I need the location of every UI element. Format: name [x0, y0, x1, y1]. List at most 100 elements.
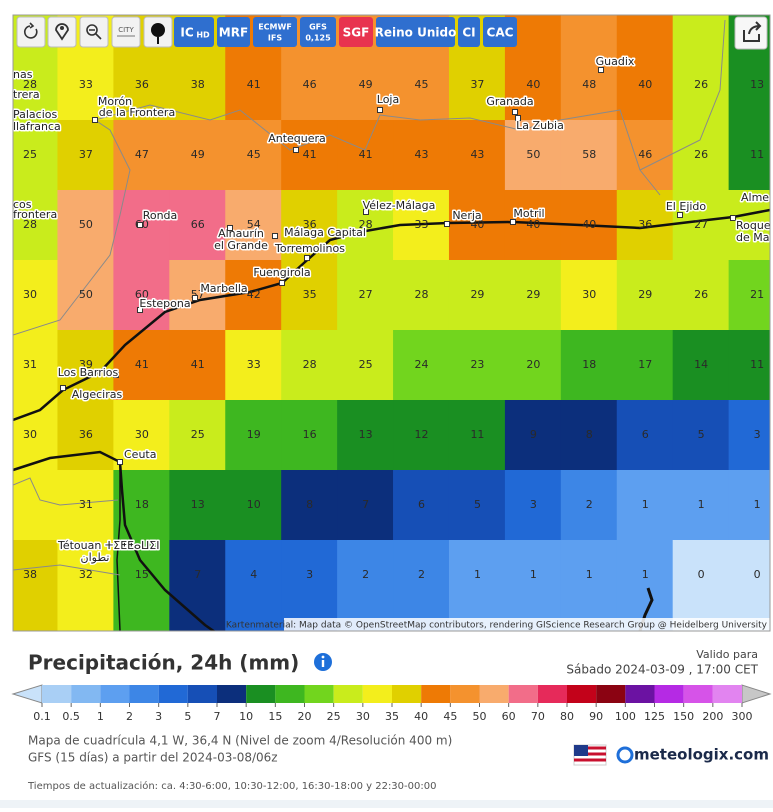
- place-dot: [304, 255, 310, 261]
- grid-value: 54: [247, 218, 261, 231]
- grid-value: 11: [470, 428, 484, 441]
- place-label[interactable]: Guadix: [594, 54, 636, 70]
- share-button[interactable]: [734, 16, 768, 50]
- grid-value: 33: [247, 358, 261, 371]
- grid-value: 38: [191, 78, 205, 91]
- grid-cell: [57, 120, 115, 190]
- grid-cell: [57, 260, 115, 330]
- city-button[interactable]: CITY: [111, 16, 141, 48]
- cell-fill: [13, 470, 59, 540]
- model-button[interactable]: GFS 0,125: [300, 17, 336, 47]
- province-border: [13, 119, 131, 336]
- boundaries: [13, 19, 770, 631]
- grid-value: 20: [526, 358, 540, 371]
- place-label[interactable]: تطوان: [79, 550, 111, 566]
- place-dot: [515, 115, 521, 121]
- place-label[interactable]: Málaga Capital: [283, 225, 368, 241]
- place-label[interactable]: Nerja: [451, 208, 483, 224]
- place-label[interactable]: Marbella: [199, 281, 249, 297]
- place-label[interactable]: de Ma: [735, 230, 771, 246]
- place-label[interactable]: el Grande: [213, 238, 270, 254]
- model-button[interactable]: MRF: [217, 17, 250, 47]
- grid-cells: [13, 15, 770, 631]
- place-label[interactable]: Antequera: [267, 131, 328, 147]
- grid-cell: [281, 470, 339, 540]
- place-dot: [272, 233, 278, 239]
- marker-button[interactable]: [143, 16, 173, 48]
- legend-tick-label: 0.5: [62, 710, 80, 723]
- place-label[interactable]: Los Barrios: [56, 365, 120, 381]
- grid-cell: [13, 260, 59, 330]
- place-label[interactable]: El Ejido: [664, 199, 708, 215]
- flag-icon[interactable]: [573, 744, 607, 766]
- model-button[interactable]: IC HD: [174, 17, 214, 47]
- brand[interactable]: meteologix.com: [634, 746, 769, 764]
- grid-value: 29: [526, 288, 540, 301]
- location-button[interactable]: [47, 16, 77, 48]
- grid-value: 2: [362, 568, 369, 581]
- grid-value: 1: [530, 568, 537, 581]
- place-dot: [363, 209, 369, 215]
- place-label[interactable]: Alme: [740, 190, 771, 206]
- update-times: Tiempos de actualización: ca. 4:30-6:00,…: [27, 780, 436, 792]
- place-label[interactable]: Morón: [96, 94, 133, 110]
- legend-swatch: [246, 685, 276, 703]
- legend-swatch: [100, 685, 130, 703]
- valid-time: Sábado 2024-03-09 , 17:00 CET: [566, 663, 758, 677]
- place-label[interactable]: Granada: [485, 94, 535, 110]
- model-button[interactable]: CAC: [483, 17, 517, 47]
- place-label[interactable]: Ceuta: [123, 447, 158, 463]
- legend-tick-label: 50: [473, 710, 487, 723]
- legend-swatch: [304, 685, 334, 703]
- place-label[interactable]: Algeciras: [70, 387, 124, 403]
- grid-cell: [393, 400, 450, 470]
- zoom-button[interactable]: [79, 16, 109, 48]
- info-icon[interactable]: [314, 653, 332, 671]
- grid-cell: [113, 260, 171, 330]
- model-button[interactable]: ECMWF IFS: [253, 17, 297, 47]
- model-button[interactable]: Reino Unido: [375, 17, 457, 47]
- grid-value: 12: [415, 428, 429, 441]
- grid-value: 11: [750, 148, 764, 161]
- place-label[interactable]: Loja: [375, 92, 400, 108]
- place-label[interactable]: Vélez-Málaga: [361, 198, 437, 214]
- place-label[interactable]: de la Frontera: [97, 105, 176, 121]
- grid-value: 18: [582, 358, 596, 371]
- grid-value: 13: [750, 78, 764, 91]
- place-label[interactable]: Torremolinos: [273, 241, 347, 257]
- grid-cell: [225, 470, 283, 540]
- place-label[interactable]: Roque: [735, 218, 771, 234]
- grid-value: 36: [303, 218, 317, 231]
- button-label: SGF: [343, 26, 370, 40]
- reload-button[interactable]: [16, 16, 46, 48]
- toolbar: CITY IC HD MRF ECMWF IFS GFS 0,125 SGF Reino Uni…: [16, 16, 768, 50]
- place-label[interactable]: frontera: [13, 207, 59, 223]
- legend-tick-label: 90: [589, 710, 603, 723]
- model-buttons: IC HD MRF ECMWF IFS GFS 0,125 SGF Reino Unido CI C…: [174, 17, 517, 47]
- place-label[interactable]: Motril: [512, 206, 546, 222]
- place-label[interactable]: La Zubia: [515, 118, 566, 134]
- place-label[interactable]: trera: [13, 87, 41, 103]
- grid-value: 1: [474, 568, 481, 581]
- grid-cell: [504, 330, 562, 400]
- legend-tick-label: 10: [239, 710, 253, 723]
- place-label[interactable]: cos: [13, 197, 33, 213]
- province-border: [13, 477, 121, 576]
- place-label[interactable]: llafranca: [13, 119, 62, 135]
- place-label[interactable]: Fuengirola: [252, 265, 312, 281]
- place-label[interactable]: Estepona: [138, 296, 192, 312]
- grid-value: 33: [415, 218, 429, 231]
- legend-swatch: [187, 685, 217, 703]
- grid-cell: [560, 400, 618, 470]
- place-label[interactable]: Palacios: [13, 107, 59, 123]
- model-button[interactable]: CI: [458, 17, 480, 47]
- model-button[interactable]: SGF: [339, 17, 373, 47]
- legend-tick-label: 25: [327, 710, 341, 723]
- grid-value: 14: [694, 358, 708, 371]
- grid-value: 13: [359, 428, 373, 441]
- legend-tick-label: 300: [732, 710, 753, 723]
- grid-cell: [616, 260, 674, 330]
- place-label[interactable]: Tétouan ⵜⵉⵟⵟⴰⵡⵉⵏ: [56, 538, 162, 554]
- place-label[interactable]: Ronda: [141, 208, 179, 224]
- place-label[interactable]: nas: [13, 67, 34, 83]
